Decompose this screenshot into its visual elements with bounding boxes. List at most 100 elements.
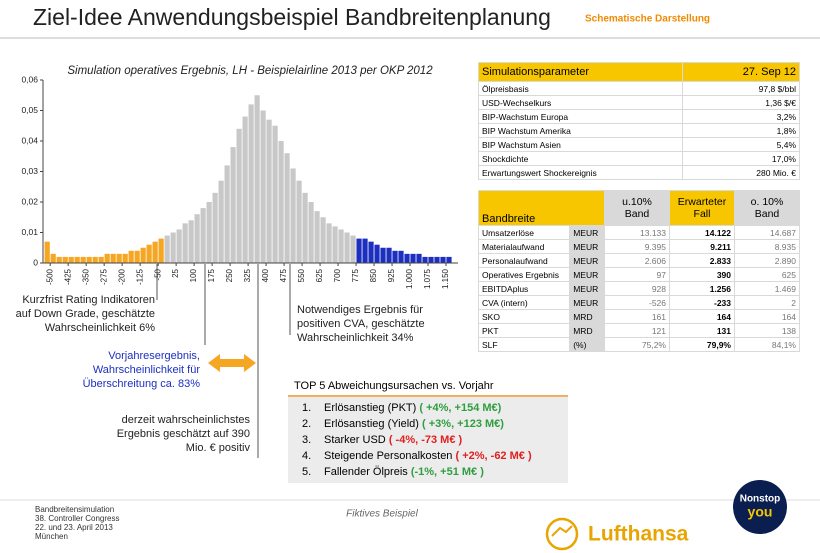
item-text: Starker USD: [324, 434, 386, 446]
x-tick-label: -500: [45, 268, 54, 285]
parameter-table: Simulationsparameter 27. Sep 12 Ölpreisbas…: [478, 62, 800, 180]
table-row: BIP Wachstum Asien 5,4%: [478, 137, 800, 152]
table-cell: 131: [669, 323, 735, 338]
annotation: Ergebnis geschätzt auf 390: [117, 428, 250, 440]
bar: [422, 256, 428, 263]
bar: [134, 250, 140, 263]
x-tick-label: 400: [261, 268, 270, 282]
header-cell: Bandbreite: [478, 190, 605, 226]
bar: [440, 256, 446, 263]
bar: [446, 256, 452, 263]
table-cell: (%): [569, 337, 605, 352]
bar: [386, 247, 392, 263]
header-cell: Erwarteter Fall: [669, 190, 735, 226]
header-cell: Simulationsparameter: [478, 62, 683, 82]
bar: [338, 229, 344, 263]
header-cell: 27. Sep 12: [682, 62, 800, 82]
bar: [320, 217, 326, 263]
range-arrow: [208, 354, 256, 372]
y-tick-label: 0,05: [21, 105, 38, 115]
crane-logo: [545, 517, 579, 551]
item-delta: ( +4%, +154 M€): [419, 402, 502, 414]
annotation: auf Down Grade, geschätzte: [16, 308, 155, 320]
table-row: SLF (%) 75,2% 79,9% 84,1%: [477, 337, 800, 352]
item-text: Steigende Personalkosten: [324, 450, 453, 462]
table-cell: MEUR: [569, 225, 605, 240]
footer-line: 38. Controller Congress: [35, 514, 120, 523]
table-header: Simulationsparameter 27. Sep 12: [478, 62, 800, 82]
table-cell: 1.469: [734, 281, 800, 296]
slide-subtitle: Schematische Darstellung: [585, 14, 710, 25]
bar: [146, 244, 152, 263]
bar: [260, 110, 266, 263]
bar: [104, 253, 110, 263]
x-tick-label: -350: [81, 268, 90, 285]
footer-line: 22. und 23. April 2013: [35, 523, 113, 532]
bar: [254, 95, 260, 263]
chart-title: Simulation operatives Ergebnis, LH - Bei…: [67, 65, 433, 77]
table-cell: MEUR: [569, 281, 605, 296]
table-cell: PKT: [477, 323, 571, 338]
table-cell: 97: [604, 267, 670, 282]
table-header: Bandbreite u.10% Band Erwarteter Fall o. 10% B…: [478, 190, 800, 226]
x-tick-label: 925: [387, 268, 396, 282]
table-cell: 1,8%: [682, 123, 800, 138]
y-tick-label: 0,01: [21, 227, 38, 237]
x-tick-label: 475: [279, 268, 288, 282]
bar: [416, 253, 422, 263]
bar: [242, 116, 248, 263]
table-cell: 14.122: [669, 225, 735, 240]
bar: [176, 229, 182, 263]
table-cell: Erwartungswert Shockereignis: [478, 165, 683, 180]
top5-title: TOP 5 Abweichungsursachen vs. Vorjahr: [288, 377, 568, 397]
annotation: Mio. € positiv: [186, 442, 251, 454]
table-cell: -526: [604, 295, 670, 310]
logo-line: you: [748, 504, 773, 520]
table-cell: 625: [734, 267, 800, 282]
top5-box: TOP 5 Abweichungsursachen vs. Vorjahr 1. E…: [288, 377, 568, 483]
top5-item: 3. Starker USD ( -4%, -73 M€ ): [302, 432, 568, 448]
x-tick-label: 250: [225, 268, 234, 282]
bar: [428, 256, 434, 263]
table-row: USD-Wechselkurs 1,36 $/€: [478, 95, 800, 110]
table-cell: Operatives Ergebnis: [477, 267, 571, 282]
table-cell: 2.606: [604, 253, 670, 268]
campaign-logo: [733, 480, 787, 534]
item-text: Erlösanstieg (Yield): [324, 418, 419, 430]
table-row: BIP Wachstum Amerika 1,8%: [478, 123, 800, 138]
top5-item: 5. Fallender Ölpreis (-1%, +51 M€ ): [302, 464, 568, 480]
bar: [110, 253, 116, 263]
bar: [404, 253, 410, 263]
bar: [122, 253, 128, 263]
crane-mark: [551, 525, 573, 537]
table-cell: 8.935: [734, 239, 800, 254]
x-tick-label: 700: [333, 268, 342, 282]
bar: [74, 256, 80, 263]
table-cell: MEUR: [569, 253, 605, 268]
bar: [116, 253, 122, 263]
table-cell: BIP-Wachstum Europa: [478, 109, 683, 124]
item-delta: ( +3%, +123 M€): [422, 418, 504, 430]
table-cell: BIP Wachstum Amerika: [478, 123, 683, 138]
bar: [80, 256, 86, 263]
bar: [152, 241, 158, 263]
table-cell: 928: [604, 281, 670, 296]
annotation: Wahrscheinlichkeit für: [93, 364, 201, 376]
x-tick-label: 1.075: [423, 268, 432, 289]
table-cell: 2.890: [734, 253, 800, 268]
bar: [332, 226, 338, 263]
table-cell: MRD: [569, 309, 605, 324]
x-tick-label: -125: [135, 268, 144, 285]
bar: [398, 250, 404, 263]
header-line: o. 10%: [750, 196, 784, 208]
bar: [248, 104, 254, 264]
annotation: Vorjahresergebnis,: [108, 350, 200, 362]
annotation: Überschreitung ca. 83%: [83, 378, 201, 390]
table-row: Umsatzerlöse MEUR 13.133 14.122 14.687: [477, 225, 800, 240]
bar: [296, 180, 302, 263]
annotation: Wahrscheinlichkeit 34%: [297, 332, 414, 344]
bar: [50, 253, 56, 263]
bar: [308, 202, 314, 263]
table-cell: 79,9%: [669, 337, 735, 352]
range-table: Bandbreite u.10% Band Erwarteter Fall o. 10% B…: [477, 190, 800, 352]
